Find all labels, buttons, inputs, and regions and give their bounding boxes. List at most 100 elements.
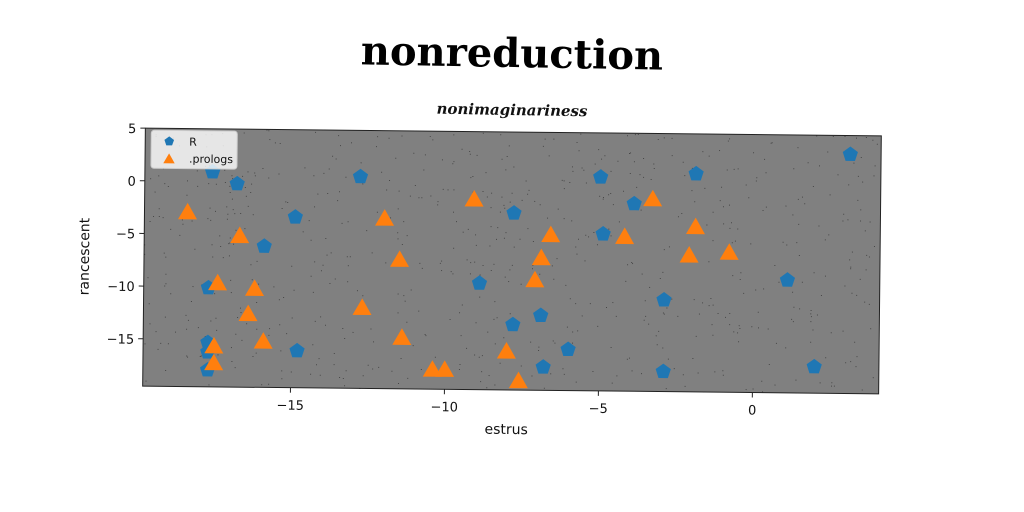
data-point-r bbox=[656, 291, 672, 307]
y-tick-label: 0 bbox=[127, 175, 135, 190]
texture-dot bbox=[771, 142, 773, 144]
data-point-r bbox=[806, 358, 822, 374]
texture-dot bbox=[347, 281, 349, 283]
texture-dot bbox=[739, 327, 741, 329]
texture-dot bbox=[585, 182, 587, 184]
texture-dot bbox=[482, 190, 484, 192]
texture-dot bbox=[453, 189, 455, 191]
texture-dot bbox=[872, 139, 874, 141]
legend-marker-prologs bbox=[163, 153, 175, 164]
texture-dot bbox=[469, 273, 471, 275]
texture-dot bbox=[273, 286, 275, 288]
texture-dot bbox=[185, 314, 187, 316]
texture-dot bbox=[485, 172, 487, 174]
texture-dot bbox=[229, 191, 231, 193]
texture-dot bbox=[543, 387, 545, 389]
texture-dot bbox=[403, 295, 405, 297]
texture-dot bbox=[797, 198, 799, 200]
texture-dot bbox=[667, 358, 669, 360]
texture-dot bbox=[868, 303, 870, 305]
texture-dot bbox=[391, 370, 393, 372]
texture-dot bbox=[791, 318, 793, 320]
texture-dot bbox=[658, 330, 660, 332]
texture-dot bbox=[795, 379, 797, 381]
texture-dot bbox=[610, 235, 612, 237]
texture-dot bbox=[179, 234, 181, 236]
texture-dot bbox=[730, 222, 733, 224]
texture-dot bbox=[818, 225, 820, 227]
texture-dot bbox=[552, 340, 554, 342]
texture-dot bbox=[279, 142, 281, 144]
texture-dot bbox=[729, 138, 731, 140]
texture-dot bbox=[449, 318, 451, 320]
texture-dot bbox=[527, 193, 529, 195]
texture-dot bbox=[475, 244, 477, 246]
texture-dot bbox=[733, 331, 735, 333]
texture-dot bbox=[441, 270, 443, 272]
texture-dot bbox=[207, 218, 209, 220]
texture-dot bbox=[452, 273, 454, 275]
texture-dot bbox=[599, 195, 601, 197]
data-point-r bbox=[595, 226, 611, 241]
x-tick-label: −10 bbox=[430, 400, 458, 415]
data-point-r bbox=[779, 272, 796, 287]
data-point-r bbox=[626, 195, 642, 211]
texture-dot bbox=[712, 334, 714, 336]
texture-dot bbox=[612, 204, 614, 206]
data-point-r bbox=[560, 341, 576, 357]
texture-dot bbox=[342, 328, 344, 330]
texture-dot bbox=[467, 228, 469, 230]
data-point-prologs bbox=[719, 243, 739, 260]
texture-dot bbox=[164, 316, 166, 318]
texture-dot bbox=[753, 152, 755, 154]
texture-dot bbox=[229, 185, 231, 187]
texture-dot bbox=[572, 170, 574, 172]
texture-dot bbox=[194, 248, 196, 250]
texture-dot bbox=[386, 189, 388, 191]
texture-dot bbox=[317, 193, 319, 195]
texture-dot bbox=[281, 378, 283, 380]
texture-dot bbox=[837, 174, 839, 176]
texture-dot bbox=[659, 278, 661, 280]
texture-dot bbox=[250, 191, 252, 193]
texture-dot bbox=[729, 324, 731, 326]
texture-dot bbox=[234, 213, 236, 215]
data-point-r bbox=[352, 168, 369, 184]
data-point-prologs bbox=[541, 225, 561, 243]
texture-dot bbox=[602, 196, 604, 198]
texture-dot bbox=[466, 259, 468, 261]
texture-dot bbox=[663, 249, 665, 251]
texture-dot bbox=[793, 168, 795, 170]
texture-dot bbox=[778, 281, 780, 283]
texture-dot bbox=[857, 175, 859, 177]
texture-dot bbox=[224, 169, 226, 171]
texture-dot bbox=[453, 161, 455, 163]
texture-dot bbox=[864, 230, 866, 232]
texture-dot bbox=[539, 204, 541, 206]
texture-dot bbox=[563, 180, 565, 182]
texture-dot bbox=[677, 315, 679, 317]
texture-dot bbox=[163, 252, 165, 254]
texture-dot bbox=[569, 181, 571, 184]
texture-dot bbox=[388, 137, 390, 139]
texture-dot bbox=[475, 234, 477, 236]
texture-dot bbox=[592, 370, 594, 372]
texture-dot bbox=[578, 150, 580, 152]
texture-dot bbox=[563, 218, 565, 220]
texture-dot bbox=[145, 380, 147, 382]
texture-dot bbox=[597, 325, 599, 327]
texture-dot bbox=[710, 297, 712, 299]
data-point-r bbox=[256, 238, 272, 253]
legend-label: R bbox=[189, 136, 197, 149]
data-point-prologs bbox=[392, 328, 412, 345]
texture-dot bbox=[575, 246, 577, 248]
texture-dot bbox=[662, 271, 664, 273]
texture-dot bbox=[469, 151, 471, 153]
texture-dot bbox=[470, 262, 472, 264]
texture-dot bbox=[455, 221, 458, 223]
texture-dot bbox=[231, 360, 233, 362]
texture-dot bbox=[722, 374, 724, 376]
texture-dot bbox=[338, 191, 341, 193]
texture-dot bbox=[765, 206, 767, 208]
texture-dot bbox=[874, 165, 876, 167]
